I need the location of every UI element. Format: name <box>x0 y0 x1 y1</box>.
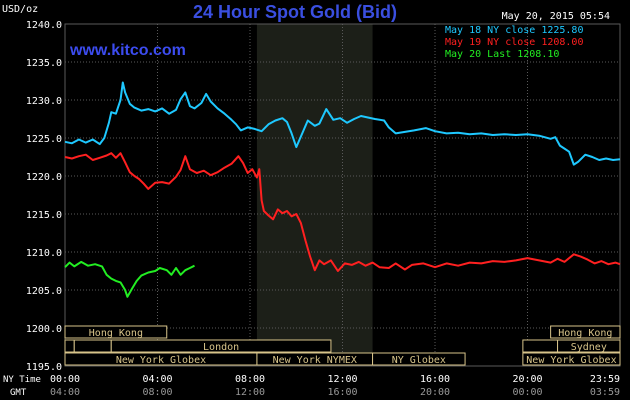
session-box-row2 <box>557 339 621 353</box>
kitco-watermark[interactable]: www.kitco.com <box>69 42 186 59</box>
x-tick-label-ny: 20:00 <box>512 374 542 385</box>
y-tick-label: 1205.0 <box>26 286 62 297</box>
chart-title: 24 Hour Spot Gold (Bid) <box>193 2 397 22</box>
timestamp: May 20, 2015 05:54 <box>502 11 610 22</box>
series-line-1 <box>64 152 621 272</box>
x-tick-label-ny: 04:00 <box>142 374 172 385</box>
session-bars: Hong Kong Hong Kong London Sydney New York G… <box>64 325 621 366</box>
gmt-label: GMT <box>10 388 27 398</box>
session-label: London <box>203 342 239 353</box>
y-tick-label: 1210.0 <box>26 248 62 259</box>
x-tick-label-ny: 23:59 <box>590 374 620 385</box>
x-tick-label-gmt: 00:00 <box>512 387 542 398</box>
session-label: Hong Kong <box>89 328 143 339</box>
x-tick-label-gmt: 04:00 <box>50 387 80 398</box>
session-box-row3 <box>372 352 466 366</box>
ny-time-label: NY Time <box>3 375 41 385</box>
nymex-shade <box>256 24 373 366</box>
series-line-0 <box>64 81 621 166</box>
legend-entry-may20: May 20 Last 1208.10 <box>445 49 559 60</box>
session-label: New York Globex <box>116 355 206 366</box>
x-tick-label-gmt: 20:00 <box>420 387 450 398</box>
session-label: New York NYMEX <box>273 355 357 366</box>
session-box-row1 <box>550 325 621 339</box>
series-line-2 <box>64 260 195 298</box>
session-box-row3 <box>522 352 621 366</box>
nymex-shade-layer <box>256 24 373 366</box>
x-tick-label-ny: 08:00 <box>235 374 265 385</box>
legend-entry-may19: May 19 NY close 1208.00 <box>445 37 583 48</box>
session-box-row2 <box>522 339 559 353</box>
grid-layer <box>64 23 621 367</box>
x-tick-label-gmt: 12:00 <box>235 387 265 398</box>
x-tick-label-ny: 12:00 <box>327 374 357 385</box>
y-tick-label: 1215.0 <box>26 210 62 221</box>
legend-entry-may18: May 18 NY close 1225.80 <box>445 25 583 36</box>
legend: May 18 NY close 1225.80 May 19 NY close … <box>445 25 583 60</box>
x-tick-label-ny: 16:00 <box>420 374 450 385</box>
session-label: New York Globex <box>526 355 616 366</box>
session-box-row2 <box>73 339 112 353</box>
x-tick-label-gmt: 03:59 <box>590 387 620 398</box>
y-tick-label: 1220.0 <box>26 172 62 183</box>
plot-frame <box>64 23 621 367</box>
x-tick-label-gmt: 16:00 <box>327 387 357 398</box>
units-label: USD/oz <box>2 4 38 15</box>
session-box-row2 <box>110 339 332 353</box>
axis-layer: 1195.0 1200.0 1205.0 1210.0 1215.0 1220.0 1225… <box>26 20 620 398</box>
y-tick-label: 1225.0 <box>26 134 62 145</box>
y-tick-label: 1240.0 <box>26 20 62 31</box>
y-tick-label: 1235.0 <box>26 58 62 69</box>
y-tick-label: 1195.0 <box>26 362 62 373</box>
x-tick-label-gmt: 08:00 <box>142 387 172 398</box>
session-label: NY Globex <box>392 355 446 366</box>
session-box-row1 <box>64 325 168 339</box>
x-tick-label-ny: 00:00 <box>50 374 80 385</box>
series-layer <box>64 81 621 298</box>
y-tick-label: 1200.0 <box>26 324 62 335</box>
session-box-row2 <box>64 339 75 353</box>
session-label: Hong Kong <box>558 328 612 339</box>
session-label: Sydney <box>571 342 607 353</box>
y-tick-label: 1230.0 <box>26 96 62 107</box>
